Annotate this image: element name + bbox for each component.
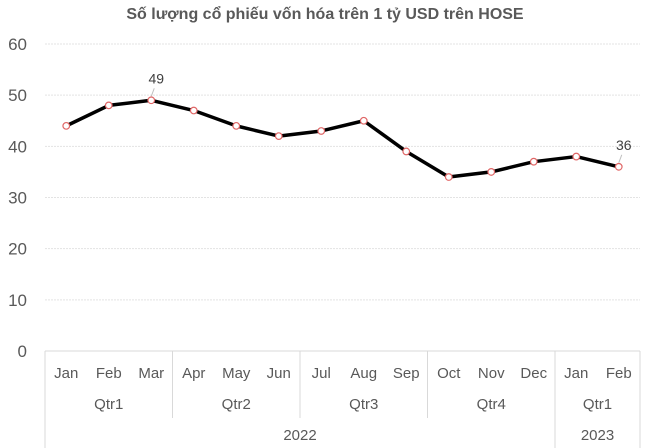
x-tick-label: Apr	[182, 365, 205, 382]
year-label: 2022	[283, 427, 316, 444]
data-point	[487, 168, 496, 176]
y-tick-label: 40	[8, 137, 27, 156]
data-point	[444, 173, 453, 181]
quarter-label: Qtr4	[477, 396, 506, 413]
y-tick-label: 20	[8, 240, 27, 259]
y-tick-label: 10	[8, 291, 27, 310]
data-label: 36	[616, 137, 632, 153]
chart-title: Số lượng cổ phiếu vốn hóa trên 1 tỷ USD …	[126, 6, 524, 23]
series-line	[65, 98, 620, 179]
data-point	[147, 96, 156, 105]
data-point	[189, 106, 198, 115]
x-tick-label: May	[222, 365, 251, 382]
x-tick-label: Feb	[96, 365, 122, 382]
year-label: 2023	[581, 427, 614, 444]
x-tick-label: Mar	[138, 365, 164, 382]
quarter-label: Qtr1	[94, 396, 123, 413]
x-tick-label: Nov	[478, 365, 505, 382]
data-label: 49	[148, 70, 164, 86]
x-tick-label: Jul	[312, 365, 331, 382]
data-point	[317, 127, 326, 135]
data-point	[104, 101, 113, 110]
x-tick-label: Sep	[393, 365, 420, 382]
x-tick-label: Dec	[520, 365, 547, 382]
data-point	[572, 152, 581, 161]
x-tick-label: Aug	[350, 365, 377, 382]
y-tick-label: 50	[8, 86, 27, 105]
data-point	[232, 121, 241, 130]
y-tick-label: 60	[8, 35, 27, 54]
data-point	[62, 121, 71, 130]
x-tick-label: Jun	[267, 365, 291, 382]
data-point	[274, 132, 283, 141]
quarter-label: Qtr2	[222, 396, 251, 413]
data-point	[359, 116, 368, 125]
x-tick-label: Jan	[54, 365, 78, 382]
x-tick-label: Feb	[606, 365, 632, 382]
data-point	[529, 157, 538, 166]
quarter-label: Qtr3	[349, 396, 378, 413]
annotation-leader	[618, 154, 623, 163]
annotation-leader	[150, 88, 155, 97]
quarter-label: Qtr1	[583, 396, 612, 413]
data-point	[614, 162, 623, 171]
data-point	[402, 147, 411, 156]
y-tick-label: 30	[8, 189, 27, 208]
x-tick-label: Jan	[564, 365, 588, 382]
x-tick-label: Oct	[437, 365, 461, 382]
y-tick-label: 0	[18, 342, 27, 361]
